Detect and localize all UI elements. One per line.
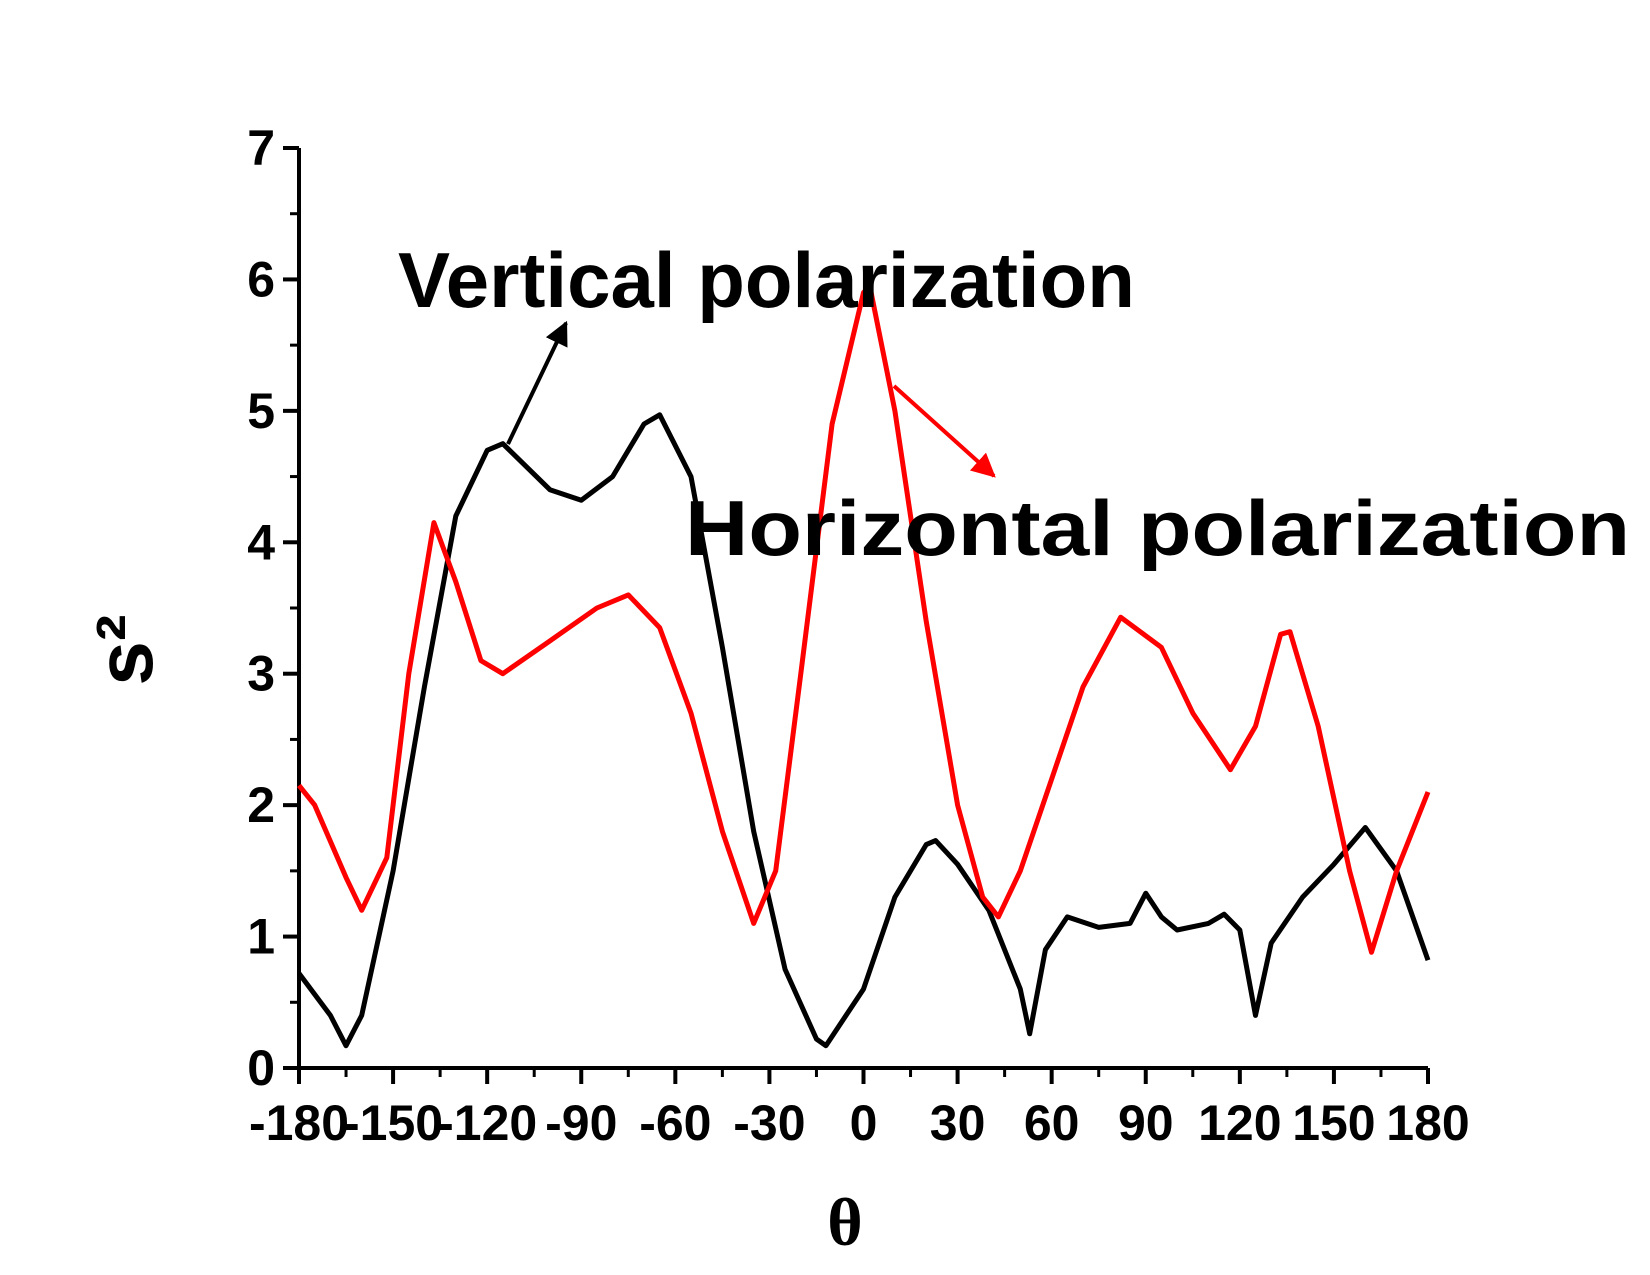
annotation-arrow: [892, 384, 996, 478]
y-tick-label: 2: [247, 777, 275, 833]
x-tick-label: -90: [545, 1095, 617, 1151]
x-tick-label: 60: [1024, 1095, 1080, 1151]
x-tick-label: -30: [733, 1095, 805, 1151]
y-tick-label: 0: [247, 1040, 275, 1096]
y-tick-label: 5: [247, 383, 275, 439]
y-tick-label: 3: [247, 646, 275, 702]
y-tick-label: 1: [247, 909, 275, 965]
x-tick-label: 0: [850, 1095, 878, 1151]
annotation-arrow: [506, 320, 568, 445]
annotation: Horizontal polarization: [685, 484, 1630, 572]
x-tick-label: 180: [1386, 1095, 1469, 1151]
series-line: [297, 283, 1431, 955]
x-tick-label: -150: [343, 1095, 443, 1151]
x-tick-label: 150: [1292, 1095, 1375, 1151]
x-tick-label: 120: [1198, 1095, 1281, 1151]
x-tick-label: -180: [249, 1095, 349, 1151]
x-tick-label: 30: [930, 1095, 986, 1151]
x-tick-label: -60: [639, 1095, 711, 1151]
y-tick-label: 6: [247, 251, 275, 307]
y-axis-label: s²: [80, 614, 169, 685]
series-line: [296, 412, 1431, 1049]
x-axis-label: θ: [827, 1184, 863, 1260]
annotation: Vertical polarization: [398, 236, 1135, 324]
y-tick-label: 7: [247, 120, 275, 176]
x-tick-label: 90: [1118, 1095, 1174, 1151]
y-tick-label: 4: [247, 514, 275, 570]
x-tick-label: -120: [437, 1095, 537, 1151]
